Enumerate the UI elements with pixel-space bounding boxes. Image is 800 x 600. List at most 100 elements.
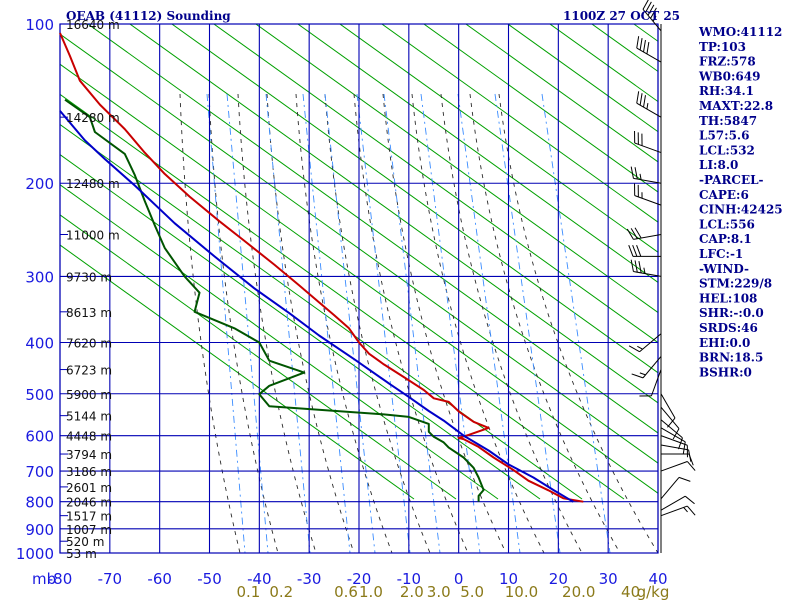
wind-barb bbox=[660, 461, 696, 472]
wind-barb-shaft bbox=[660, 477, 680, 500]
wind-barb-flag bbox=[639, 173, 642, 180]
height-label: 5900 m bbox=[66, 388, 112, 402]
wind-barb-shaft bbox=[660, 427, 686, 443]
wind-barb-flag bbox=[639, 372, 646, 376]
wind-barb-shaft bbox=[642, 356, 662, 379]
dry-adiabat-line bbox=[255, 24, 658, 314]
temperature-tick-label: -40 bbox=[247, 570, 272, 588]
wind-barb-flag bbox=[686, 505, 696, 516]
wind-barb-shaft bbox=[633, 177, 662, 184]
mixing-ratio-line bbox=[541, 93, 611, 553]
wind-barb-flag bbox=[643, 267, 646, 274]
mixing-ratio-line bbox=[356, 93, 411, 553]
wind-barb bbox=[631, 356, 662, 379]
index-line: WB0:649 bbox=[698, 69, 760, 83]
wind-barb-shaft bbox=[660, 393, 676, 419]
index-line: CAP:8.1 bbox=[699, 232, 752, 246]
index-line: HEL:108 bbox=[699, 291, 757, 305]
wind-barb-flag bbox=[630, 259, 634, 272]
wind-barb-flag bbox=[678, 476, 691, 482]
temperature-tick-label: 40 bbox=[648, 570, 667, 588]
wind-barb-flag bbox=[646, 41, 650, 54]
pressure-tick-label: 600 bbox=[25, 428, 54, 446]
wind-barb-flag bbox=[645, 1, 652, 13]
index-line: EHI:0.0 bbox=[699, 336, 750, 350]
plot-frame bbox=[59, 23, 659, 554]
index-line: RH:34.1 bbox=[699, 84, 754, 98]
index-line: LFC:-1 bbox=[699, 247, 743, 261]
wind-barb bbox=[660, 495, 695, 511]
temperature-tick-label: 10 bbox=[499, 570, 518, 588]
pressure-tick-label: 400 bbox=[25, 334, 54, 352]
height-label: 11000 m bbox=[66, 229, 120, 243]
index-line: SHR:-:0.0 bbox=[699, 306, 764, 320]
mixing-ratio-label: g/kg bbox=[637, 583, 670, 600]
index-line: LCL:532 bbox=[699, 143, 755, 157]
moist-adiabat-line bbox=[353, 93, 469, 553]
index-line: BRN:18.5 bbox=[699, 351, 763, 365]
wind-barb-flag bbox=[639, 38, 643, 51]
temperature-tick-label: -60 bbox=[147, 570, 172, 588]
index-line: -PARCEL- bbox=[699, 173, 764, 187]
pressure-tick-label: 700 bbox=[25, 463, 54, 481]
wind-barb bbox=[626, 227, 662, 240]
wind-barb-shaft bbox=[636, 102, 662, 118]
moist-adiabat-line bbox=[237, 93, 317, 553]
wind-barb-flag bbox=[630, 166, 634, 179]
wind-barb-shaft bbox=[660, 419, 683, 439]
wind-barb-flag bbox=[636, 245, 642, 257]
height-label: 53 m bbox=[66, 547, 97, 561]
wind-barb-shaft bbox=[660, 444, 689, 451]
index-line: LCL:556 bbox=[699, 217, 755, 231]
isobar-grid bbox=[59, 23, 659, 554]
wind-barb-shaft bbox=[633, 271, 662, 277]
temperature-tick-label: -20 bbox=[347, 570, 372, 588]
height-label: 6723 m bbox=[66, 364, 112, 378]
wind-barb bbox=[642, 0, 662, 32]
height-label: 1517 m bbox=[66, 510, 112, 524]
wind-barb-flag bbox=[636, 36, 640, 49]
height-label: 12480 m bbox=[66, 177, 120, 191]
wind-barb bbox=[628, 245, 661, 257]
temperature-tick-label: 30 bbox=[599, 570, 618, 588]
wind-barb-flag bbox=[688, 453, 694, 466]
wind-barb bbox=[660, 406, 680, 440]
dry-adiabat-line bbox=[60, 184, 499, 500]
mixing-ratio-line bbox=[494, 93, 561, 553]
wind-barb-flag bbox=[647, 4, 655, 16]
index-line: CINH:42425 bbox=[699, 203, 783, 217]
moist-adiabat-line bbox=[266, 93, 355, 553]
wind-barb-flag bbox=[650, 7, 657, 19]
wind-barb-flag bbox=[628, 345, 640, 353]
pressure-tick-label: 800 bbox=[25, 494, 54, 512]
wind-barb-flag bbox=[642, 0, 649, 10]
mixing-ratio-label: 40 bbox=[621, 583, 640, 600]
pressure-tick-label: 100 bbox=[25, 16, 54, 34]
mixing-ratio-label: 0.1 bbox=[236, 583, 260, 600]
temperature-tick-label: -30 bbox=[297, 570, 322, 588]
dry-adiabat-line bbox=[339, 24, 658, 253]
height-label: 5144 m bbox=[66, 410, 112, 424]
index-line: TH:5847 bbox=[699, 114, 757, 128]
height-label: 8613 m bbox=[66, 306, 112, 320]
dry-adiabat-line bbox=[507, 24, 658, 133]
index-line: TP:103 bbox=[699, 40, 746, 54]
temperature-tick-label: -70 bbox=[98, 570, 123, 588]
index-line: STM:229/8 bbox=[699, 277, 772, 291]
temperature-profile-line bbox=[59, 32, 584, 503]
dry-adiabat-line bbox=[465, 24, 658, 163]
mixing-ratio-label: 3.0 bbox=[427, 583, 451, 600]
index-line: L57:5.6 bbox=[699, 129, 749, 143]
height-label: 4448 m bbox=[66, 430, 112, 444]
height-label: 9730 m bbox=[66, 270, 112, 284]
pressure-tick-label: 900 bbox=[25, 521, 54, 539]
height-label: 7620 m bbox=[66, 336, 112, 350]
dry-adiabat-line bbox=[423, 24, 658, 193]
dry-adiabat-line bbox=[549, 24, 658, 103]
mixing-ratio-lines bbox=[206, 93, 611, 553]
wind-barb bbox=[660, 476, 691, 500]
moist-adiabat-line bbox=[411, 93, 545, 553]
temperature-tick-label: -10 bbox=[397, 570, 422, 588]
